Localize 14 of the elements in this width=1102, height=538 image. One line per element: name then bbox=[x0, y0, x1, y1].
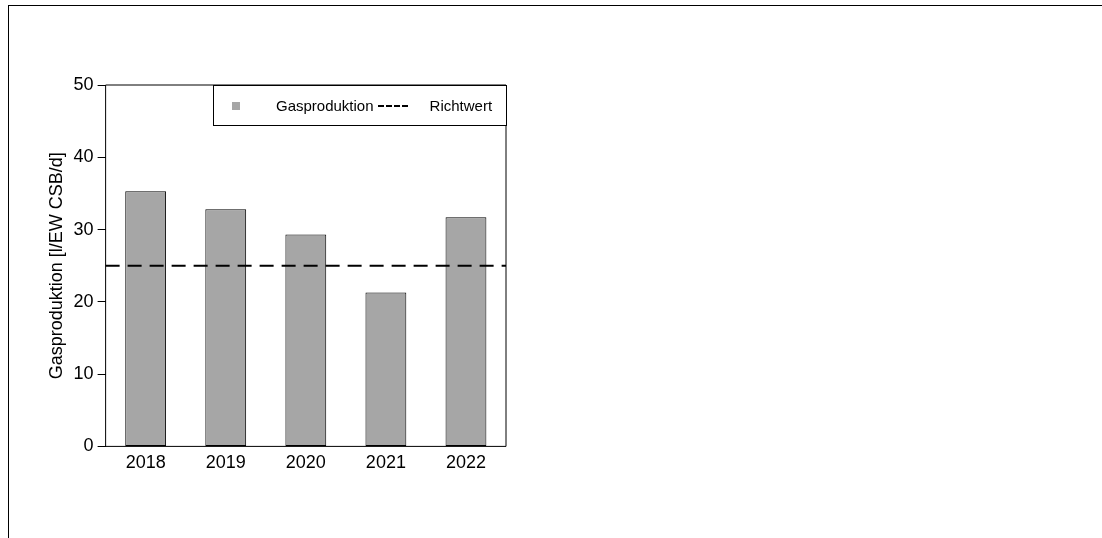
y-tick-label: 10 bbox=[73, 363, 94, 384]
legend-label: Richtwert bbox=[429, 97, 493, 114]
x-tick-label: 2021 bbox=[365, 452, 406, 473]
y-tick-label: 40 bbox=[73, 146, 94, 167]
y-tick-label: 20 bbox=[73, 290, 94, 311]
y-axis-title: Gasproduktion [l/EW CSB/d] bbox=[45, 152, 66, 380]
y-tick-label: 50 bbox=[73, 73, 94, 94]
y-tick-label: 0 bbox=[83, 435, 94, 456]
legend-label: Gasproduktion bbox=[276, 97, 374, 114]
x-tick-label: 2020 bbox=[285, 452, 326, 473]
x-tick-label: 2018 bbox=[125, 452, 166, 473]
y-tick-label: 30 bbox=[73, 218, 94, 239]
x-tick-label: 2022 bbox=[445, 452, 486, 473]
x-tick-label: 2019 bbox=[205, 452, 246, 473]
